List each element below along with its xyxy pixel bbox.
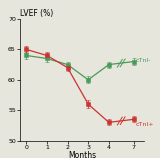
Text: cTnI-: cTnI- (136, 58, 151, 63)
Text: LVEF (%): LVEF (%) (20, 9, 53, 18)
Text: cTnI+: cTnI+ (136, 122, 154, 127)
X-axis label: Months: Months (68, 151, 96, 158)
